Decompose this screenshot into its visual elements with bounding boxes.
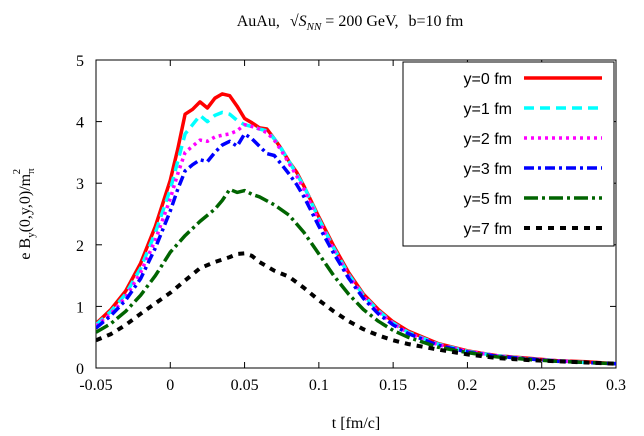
y-label-main: e B [17, 238, 34, 260]
title-prefix: AuAu, [237, 13, 280, 30]
title-s: S [299, 13, 307, 30]
y-tick-label: 1 [76, 299, 84, 316]
chart-title: AuAu, √SNN = 200 GeV, b=10 fm [237, 13, 464, 33]
x-tick-label: 0.2 [457, 377, 477, 394]
y-tick-label: 2 [76, 238, 84, 255]
x-tick-label: -0.05 [79, 377, 112, 394]
series-line-4 [96, 187, 616, 366]
legend-box [402, 61, 615, 247]
title-sqrt: √ [290, 13, 299, 30]
legend-label-3: y=3 fm [464, 161, 512, 178]
legend: y=0 fm y=1 fm y=2 fm y=3 fm y=5 fm y=7 fm [464, 71, 602, 238]
x-tick-label: 0.1 [309, 377, 329, 394]
y-label-mid: (0,y,0)/m [17, 173, 34, 232]
y-label-sub-pi: π [25, 168, 37, 174]
y-label-sup-2: 2 [11, 169, 23, 175]
y-label-sub-y: y [25, 232, 37, 238]
y-tick-label: 4 [76, 115, 84, 132]
x-axis-label: t [fm/c] [332, 415, 380, 432]
legend-label-5: y=7 fm [464, 221, 512, 238]
title-impact: b=10 fm [408, 13, 463, 30]
y-tick-label: 0 [76, 361, 84, 378]
x-tick-label: 0 [166, 377, 174, 394]
y-axis-label: e By(0,y,0)/mπ2 [11, 168, 37, 260]
series-line-2 [96, 122, 616, 366]
plot-frame [95, 59, 617, 369]
legend-label-4: y=5 fm [464, 191, 512, 208]
legend-label-1: y=1 fm [464, 101, 512, 118]
series-lines [96, 92, 616, 366]
x-tick-label: 0.05 [231, 377, 259, 394]
y-tick-label: 3 [76, 176, 84, 193]
series-line-5 [96, 251, 616, 366]
x-tick-label: 0.3 [606, 377, 626, 394]
series-line-0 [96, 92, 616, 366]
x-tick-label: 0.15 [379, 377, 407, 394]
legend-label-0: y=0 fm [464, 71, 512, 88]
y-tick-label: 5 [76, 53, 84, 70]
title-energy: = 200 GeV, [321, 13, 398, 30]
legend-label-2: y=2 fm [464, 131, 512, 148]
x-tick-label: 0.25 [528, 377, 556, 394]
title-s-sub: NN [306, 21, 322, 33]
series-line-3 [96, 132, 616, 366]
